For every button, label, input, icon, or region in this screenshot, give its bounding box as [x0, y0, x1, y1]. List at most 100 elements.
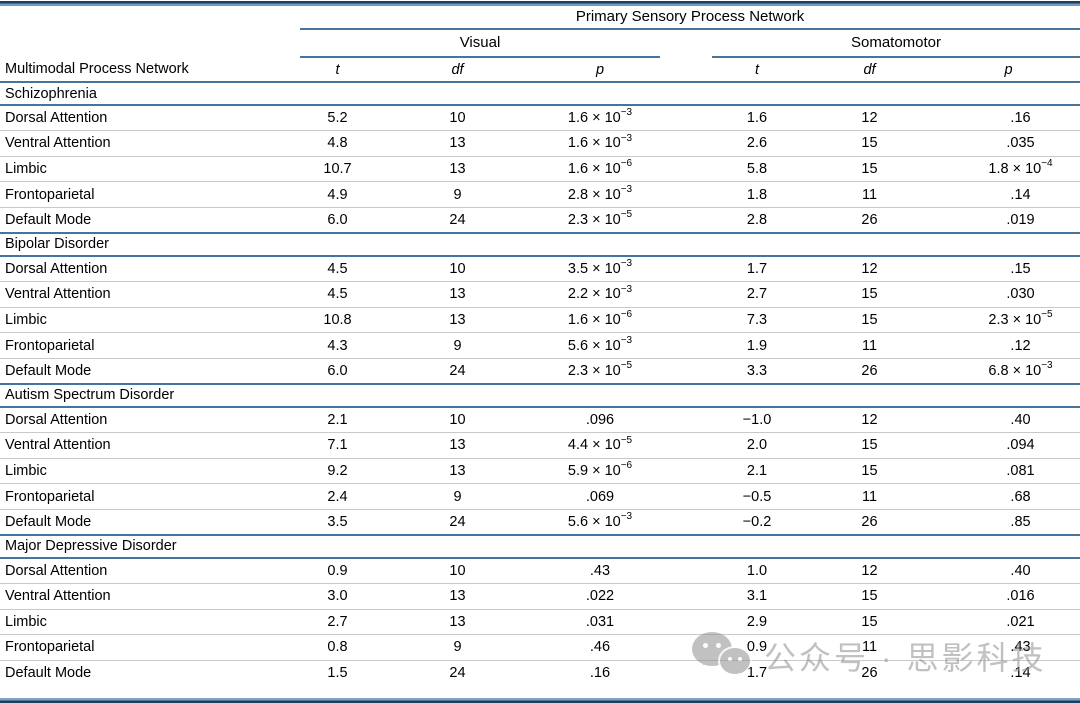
visual-df: 13	[375, 155, 540, 182]
table-row: Dorsal Attention 5.2 10 1.6 × 10−3 1.6 12 .16	[0, 105, 1080, 131]
empty-corner-cell	[0, 6, 300, 29]
somatomotor-t: 1.0	[746, 562, 768, 579]
gap-cell	[660, 608, 712, 635]
gap-cell	[660, 105, 712, 131]
network-label: Dorsal Attention	[5, 411, 108, 428]
gap-cell	[660, 130, 712, 157]
visual-t: 4.3	[300, 332, 375, 359]
section-header-row: Schizophrenia	[0, 81, 1080, 106]
visual-df: 10	[449, 411, 466, 428]
network-label: Frontoparietal	[0, 483, 300, 510]
visual-t: 4.5	[300, 281, 375, 308]
visual-p: .069	[540, 483, 660, 510]
somatomotor-p: .43	[937, 634, 1080, 661]
somatomotor-t: 2.6	[712, 130, 802, 157]
gap-cell	[660, 583, 712, 610]
visual-p: 2.2 × 10−3	[540, 281, 660, 308]
network-label: Dorsal Attention	[5, 562, 108, 579]
visual-df: 24	[375, 357, 540, 384]
somatomotor-p: .15	[1010, 261, 1031, 278]
visual-p: .43	[589, 562, 611, 579]
visual-df: 13	[375, 432, 540, 459]
section-title: Major Depressive Disorder	[0, 533, 1080, 559]
somatomotor-df: 26	[802, 508, 937, 535]
visual-df: 13	[375, 457, 540, 484]
visual-df: 13	[375, 306, 540, 333]
somatomotor-p: .016	[937, 583, 1080, 610]
column-header-row: Multimodal Process Network t df p t df p	[0, 57, 1080, 83]
somatomotor-t: 1.8	[712, 181, 802, 208]
somatomotor-p: .019	[937, 206, 1080, 233]
somatomotor-t: 1.7	[712, 659, 802, 686]
visual-p: .096	[585, 411, 615, 428]
somatomotor-t: 7.3	[712, 306, 802, 333]
visual-p: .022	[540, 583, 660, 610]
visual-t: 10.7	[300, 155, 375, 182]
visual-df: 9	[375, 332, 540, 359]
visual-t: 2.4	[300, 483, 375, 510]
gap-cell	[660, 206, 712, 233]
table-bottom-rule	[0, 698, 1080, 703]
somatomotor-df: 26	[802, 357, 937, 384]
visual-df: 24	[375, 508, 540, 535]
somatomotor-p: 1.8 × 10−4	[937, 155, 1080, 182]
somatomotor-t: 5.8	[712, 155, 802, 182]
visual-t: 1.5	[300, 659, 375, 686]
network-label: Ventral Attention	[0, 130, 300, 157]
network-label: Ventral Attention	[0, 583, 300, 610]
gap-cell	[660, 407, 712, 433]
somatomotor-df: 12	[861, 411, 878, 428]
somatomotor-p: .081	[937, 457, 1080, 484]
gap-cell	[660, 432, 712, 459]
gap-cell	[660, 659, 712, 686]
table-row: Frontoparietal 2.4 9.069 −0.5 11.68	[0, 483, 1080, 510]
table-row: Limbic 10.7 13 1.6 × 10−6 5.8 15 1.8 × 10−4	[0, 155, 1080, 182]
somatomotor-p: .40	[1010, 411, 1031, 428]
section-header-row: Autism Spectrum Disorder	[0, 382, 1080, 408]
somatomotor-t-header: t	[712, 57, 802, 83]
group-header: Primary Sensory Process Network	[300, 6, 1080, 30]
somatomotor-df: 15	[802, 583, 937, 610]
visual-p: 2.3 × 10−5	[540, 206, 660, 233]
gap-cell	[660, 332, 712, 359]
visual-t: 2.1	[327, 411, 348, 428]
visual-p: 1.6 × 10−6	[540, 306, 660, 333]
somatomotor-df: 12	[861, 110, 878, 127]
gap-cell	[660, 181, 712, 208]
visual-df: 13	[375, 130, 540, 157]
somatomotor-p: .14	[937, 181, 1080, 208]
table-row: Frontoparietal 0.8 9.46 0.9 11.43	[0, 634, 1080, 661]
gap-cell	[660, 155, 712, 182]
somatomotor-t: −0.2	[712, 508, 802, 535]
somatomotor-t: 2.7	[712, 281, 802, 308]
visual-df: 10	[449, 562, 466, 579]
network-label: Default Mode	[0, 508, 300, 535]
visual-t: 3.0	[300, 583, 375, 610]
table-row: Ventral Attention 7.1 13 4.4 × 10−5 2.0 15.09…	[0, 432, 1080, 459]
somatomotor-t: 2.0	[712, 432, 802, 459]
visual-t: 4.9	[300, 181, 375, 208]
empty-cell	[0, 29, 300, 57]
visual-t: 7.1	[300, 432, 375, 459]
somatomotor-t: 1.7	[746, 261, 768, 278]
somatomotor-t: 1.6	[746, 110, 768, 127]
visual-df: 9	[375, 634, 540, 661]
somatomotor-p: 2.3 × 10−5	[937, 306, 1080, 333]
visual-t: 4.5	[327, 261, 348, 278]
visual-t: 5.2	[327, 110, 348, 127]
network-label: Dorsal Attention	[5, 110, 108, 127]
visual-df: 24	[375, 659, 540, 686]
somatomotor-t: −1.0	[742, 411, 772, 428]
somatomotor-df: 12	[861, 562, 878, 579]
somatomotor-df: 15	[802, 130, 937, 157]
visual-p: 5.6 × 10−3	[540, 508, 660, 535]
table-row: Default Mode 1.5 24.16 1.7 26.14	[0, 659, 1080, 686]
visual-p: .46	[540, 634, 660, 661]
gap-cell	[660, 256, 712, 282]
somatomotor-df: 15	[802, 608, 937, 635]
somatomotor-df: 11	[802, 181, 937, 208]
network-label: Limbic	[0, 306, 300, 333]
somatomotor-p: 6.8 × 10−3	[937, 357, 1080, 384]
network-label: Limbic	[0, 155, 300, 182]
visual-p: 5.9 × 10−6	[540, 457, 660, 484]
